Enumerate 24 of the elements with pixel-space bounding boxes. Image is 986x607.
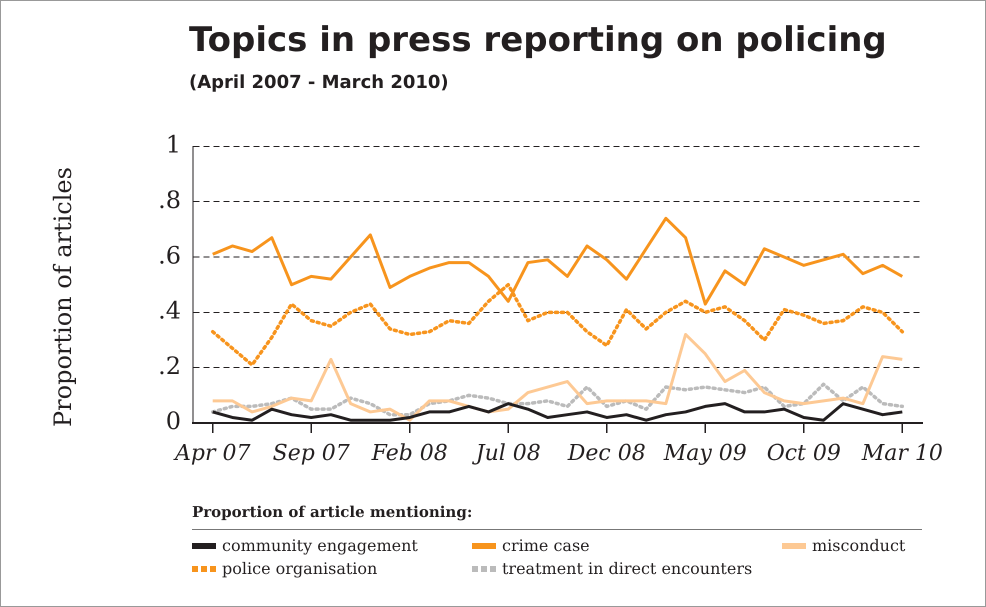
legend-label: treatment in direct encounters xyxy=(502,559,752,578)
line-series xyxy=(210,382,904,416)
y-tick-label: .2 xyxy=(158,352,181,380)
legend-label: crime case xyxy=(502,536,590,555)
legend-title: Proportion of article mentioning: xyxy=(192,503,922,530)
legend-label: community engagement xyxy=(222,536,418,555)
x-tick-label: Oct 09 xyxy=(766,440,841,466)
y-axis-title: Proportion of articles xyxy=(49,167,77,427)
y-tick-label: .8 xyxy=(158,186,181,214)
chart-subtitle: (April 2007 - March 2010) xyxy=(189,72,449,93)
y-tick-label: .6 xyxy=(158,241,181,270)
x-tick-label: Mar 10 xyxy=(860,440,943,466)
x-tick-label: Jul 08 xyxy=(472,440,541,466)
legend-label: police organisation xyxy=(222,559,378,578)
x-tick-label: Sep 07 xyxy=(272,440,350,466)
y-tick-label: 0 xyxy=(166,407,181,436)
legend-label: misconduct xyxy=(812,536,906,555)
x-tick-label: Feb 08 xyxy=(370,440,448,466)
chart-title: Topics in press reporting on policing xyxy=(189,20,887,60)
x-tick-label: Apr 07 xyxy=(172,440,250,466)
y-tick-label: .4 xyxy=(158,296,181,325)
x-tick-label: Dec 08 xyxy=(566,440,646,466)
y-tick-label: 1 xyxy=(166,130,181,159)
x-tick-label: May 09 xyxy=(662,440,747,466)
